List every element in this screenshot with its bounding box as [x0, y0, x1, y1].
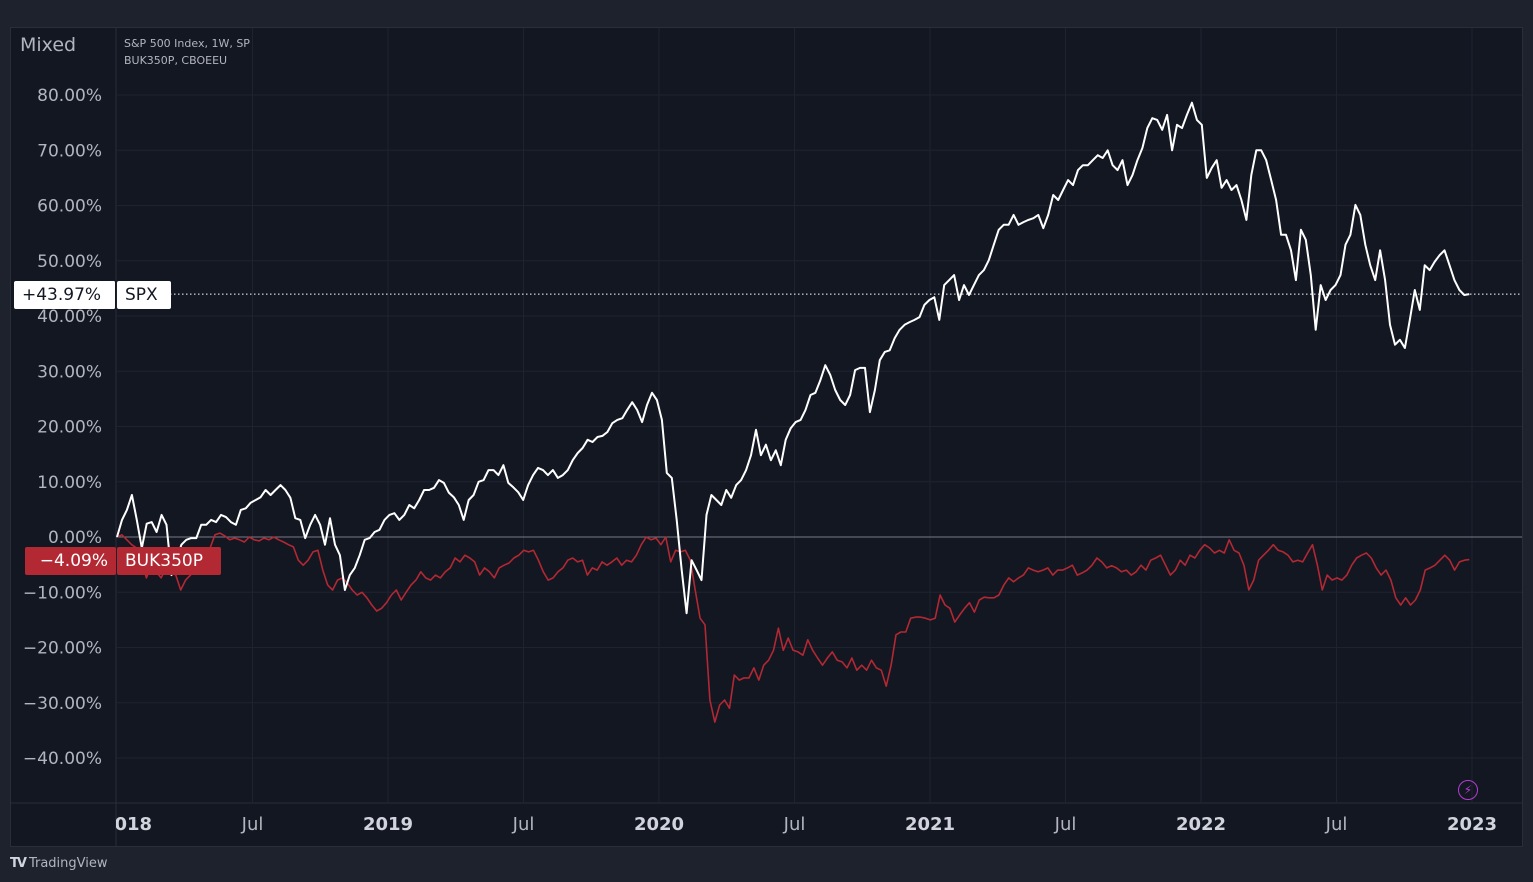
spx-symbol-badge: SPX — [117, 281, 171, 309]
x-tick-label: 2023 — [1447, 814, 1497, 835]
y-tick-label: 40.00% — [37, 307, 102, 327]
tradingview-logo[interactable]: TV TradingView — [10, 856, 107, 871]
tradingview-logo-icon: TV — [10, 856, 27, 871]
y-tick-label: 60.00% — [37, 197, 102, 217]
y-tick-label: −30.00% — [23, 694, 102, 714]
y-tick-label: 80.00% — [37, 86, 102, 106]
x-tick-label: 2022 — [1176, 814, 1226, 835]
y-tick-label: 70.00% — [37, 141, 102, 161]
x-tick-label: Jul — [512, 814, 535, 835]
lightning-icon[interactable]: ⚡ — [1458, 780, 1478, 800]
y-tick-label: 50.00% — [37, 252, 102, 272]
legend-spx[interactable]: S&P 500 Index, 1W, SP — [124, 37, 250, 50]
y-tick-label: −40.00% — [23, 749, 102, 769]
buk350p-symbol-badge: BUK350P — [117, 547, 221, 575]
x-tick-label: Jul — [783, 814, 806, 835]
y-tick-label: −20.00% — [23, 639, 102, 659]
y-tick-label: 30.00% — [37, 362, 102, 382]
legend-buk350p[interactable]: BUK350P, CBOEEU — [124, 54, 228, 67]
y-tick-label: −10.00% — [23, 583, 102, 603]
y-tick-label: 0.00% — [48, 528, 102, 548]
series-line-spx — [116, 101, 1470, 615]
x-tick-label: 2019 — [363, 814, 413, 835]
y-tick-label: 20.00% — [37, 418, 102, 438]
spx-last-value-badge: +43.97% — [14, 281, 116, 309]
x-tick-label: 2018 — [102, 814, 152, 835]
tradingview-brand: TradingView — [28, 856, 108, 871]
x-tick-label: Jul — [1325, 814, 1348, 835]
chart-frame — [10, 27, 1523, 847]
x-tick-label: Jul — [1054, 814, 1077, 835]
y-tick-label: 10.00% — [37, 473, 102, 493]
x-tick-label: Jul — [241, 814, 264, 835]
series-legend: S&P 500 Index, 1W, SP BUK350P, CBOEEU — [124, 35, 250, 69]
buk350p-last-value-badge: −4.09% — [25, 547, 116, 575]
x-tick-label: 2021 — [905, 814, 955, 835]
series-line-buk350p — [116, 532, 1470, 723]
x-tick-label: 2020 — [634, 814, 684, 835]
scale-mode-label[interactable]: Mixed — [20, 34, 77, 56]
